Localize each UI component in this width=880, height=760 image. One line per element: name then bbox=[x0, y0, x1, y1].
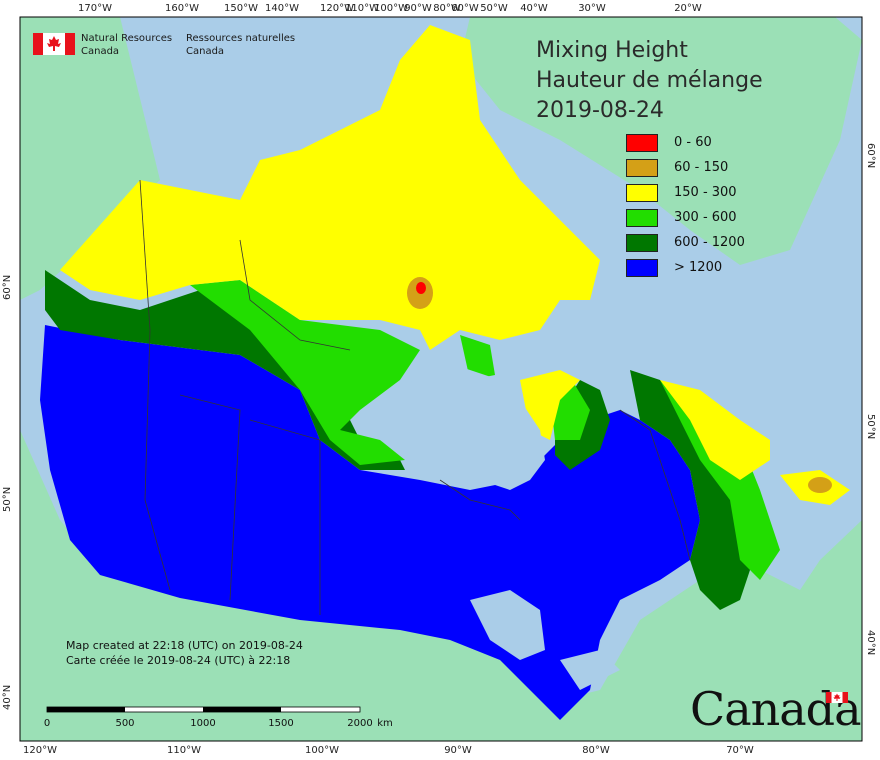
legend-label: 300 - 600 bbox=[674, 210, 737, 225]
legend-label: 60 - 150 bbox=[674, 160, 729, 175]
lon-label: 80°W bbox=[433, 3, 461, 14]
scale-unit-label: km bbox=[377, 718, 393, 729]
scale-bar bbox=[46, 706, 361, 713]
zone-600-1200-east bbox=[555, 370, 760, 610]
lon-label: 150°W bbox=[224, 3, 258, 14]
scale-tick-label: 0 bbox=[43, 718, 51, 729]
legend-label: 150 - 300 bbox=[674, 185, 737, 200]
lon-label: 90°W bbox=[444, 745, 472, 756]
lon-label: 110°W bbox=[167, 745, 201, 756]
scale-tick-label: 500 bbox=[115, 718, 135, 729]
lon-label: 20°W bbox=[674, 3, 702, 14]
map-date: 2019-08-24 bbox=[536, 98, 664, 123]
lon-label: 110°W bbox=[345, 3, 379, 14]
lat-label: 40°N bbox=[865, 630, 876, 656]
hudson-bay bbox=[395, 360, 545, 490]
wordmark-flag-icon bbox=[826, 692, 848, 703]
province-borders bbox=[139, 179, 691, 615]
agency-fr-line2: Canada bbox=[186, 46, 225, 57]
usa-land bbox=[20, 430, 862, 741]
lon-label: 80°W bbox=[582, 745, 610, 756]
lon-label: 90°W bbox=[404, 3, 432, 14]
scale-tick-label: 1000 bbox=[190, 718, 216, 729]
greenland-land bbox=[460, 17, 862, 265]
map-title-en: Mixing Height bbox=[536, 38, 688, 63]
lon-label: 100°W bbox=[305, 745, 339, 756]
lon-label: 160°W bbox=[165, 3, 199, 14]
alaska-land bbox=[20, 17, 160, 300]
legend-swatch bbox=[626, 234, 658, 252]
lon-label: 50°W bbox=[480, 3, 508, 14]
agency-name-fr: Ressources naturelles Canada bbox=[186, 32, 295, 58]
agency-name-en: Natural Resources Canada bbox=[81, 32, 172, 58]
agency-fr-line1: Ressources naturelles bbox=[186, 33, 296, 44]
credit-fr: Carte créée le 2019-08-24 (UTC) à 22:18 bbox=[66, 654, 291, 667]
lon-label: 60°W bbox=[451, 3, 479, 14]
lon-label: 40°W bbox=[520, 3, 548, 14]
lon-label: 30°W bbox=[578, 3, 606, 14]
map-frame bbox=[19, 16, 863, 742]
zone-60-150-nfld bbox=[808, 477, 832, 493]
zone-150-300-north bbox=[60, 25, 600, 350]
legend-label: 0 - 60 bbox=[674, 135, 712, 150]
legend-swatch bbox=[626, 209, 658, 227]
legend-swatch bbox=[626, 184, 658, 202]
lat-label: 50°N bbox=[2, 486, 13, 512]
scale-tick-label: 2000 bbox=[347, 718, 373, 729]
map-title-fr: Hauteur de mélange bbox=[536, 68, 763, 93]
lon-label: 120°W bbox=[320, 3, 354, 14]
lon-label: 100°W bbox=[374, 3, 408, 14]
canada-wordmark: Canada bbox=[690, 682, 862, 736]
great-lakes bbox=[470, 590, 620, 690]
scale-tick-label: 1500 bbox=[268, 718, 294, 729]
zone-0-60 bbox=[416, 282, 426, 294]
agency-en-line1: Natural Resources bbox=[81, 33, 173, 44]
legend-label: 600 - 1200 bbox=[674, 235, 745, 250]
legend-swatch bbox=[626, 159, 658, 177]
legend-label: > 1200 bbox=[674, 260, 723, 275]
legend-swatch bbox=[626, 134, 658, 152]
lon-label: 120°W bbox=[23, 745, 57, 756]
lat-label: 40°N bbox=[2, 684, 13, 710]
lon-label: 70°W bbox=[726, 745, 754, 756]
zone-300-600-west bbox=[190, 280, 420, 465]
lat-label: 50°N bbox=[865, 414, 876, 440]
lat-label: 60°N bbox=[865, 143, 876, 169]
credit-en: Map created at 22:18 (UTC) on 2019-08-24 bbox=[66, 639, 303, 652]
legend-swatch bbox=[626, 259, 658, 277]
lon-label: 140°W bbox=[265, 3, 299, 14]
canada-flag-icon bbox=[33, 33, 75, 55]
zone-600-1200-west bbox=[45, 270, 405, 470]
agency-en-line2: Canada bbox=[81, 46, 120, 57]
lon-label: 170°W bbox=[78, 3, 112, 14]
lat-label: 60°N bbox=[2, 274, 13, 300]
